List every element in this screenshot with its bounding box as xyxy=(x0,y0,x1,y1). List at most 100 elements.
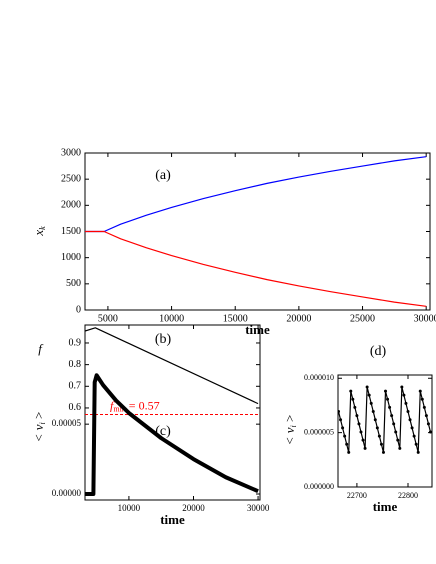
data-line xyxy=(85,327,259,405)
x-tick-label: 5000 xyxy=(98,313,118,324)
data-point xyxy=(349,389,353,393)
data-point xyxy=(426,422,430,426)
data-point xyxy=(390,414,394,418)
y-tick-label: 2000 xyxy=(61,200,81,211)
y-axis-label-sub: k xyxy=(38,226,47,230)
data-point xyxy=(343,434,347,438)
x-tick-label: 22800 xyxy=(398,491,418,500)
data-point xyxy=(381,450,385,454)
threshold-label-sub: min xyxy=(113,404,125,413)
y-tick-label: 2500 xyxy=(61,173,81,184)
data-point xyxy=(379,442,383,446)
x-tick-label: 30000 xyxy=(414,313,436,324)
data-point xyxy=(394,430,398,434)
y-axis-label-sub: i xyxy=(289,425,298,427)
data-point xyxy=(365,385,369,389)
data-point xyxy=(357,422,361,426)
data-point xyxy=(428,430,432,434)
data-point xyxy=(422,405,426,409)
data-point xyxy=(345,442,349,446)
y-tick-label: 1000 xyxy=(61,252,81,263)
plot-frame xyxy=(84,324,261,501)
y-axis-label: < vi > xyxy=(282,415,298,446)
data-point xyxy=(371,410,375,414)
data-point xyxy=(388,405,392,409)
data-point xyxy=(339,418,343,422)
data-point xyxy=(384,389,388,393)
data-point xyxy=(347,450,351,454)
x-tick-label: 22700 xyxy=(347,491,367,500)
data-point xyxy=(361,438,365,442)
x-tick-label: 10000 xyxy=(118,503,141,513)
y-tick-label: 0.7 xyxy=(69,381,82,392)
data-point xyxy=(386,397,390,401)
y-axis-label-main: x xyxy=(31,230,46,237)
data-point xyxy=(353,405,357,409)
y-tick-label: 0.6 xyxy=(69,402,82,413)
x-axis-label: time xyxy=(160,512,185,527)
y-axis-label: < vi > xyxy=(31,412,47,443)
y-tick-label: 0.8 xyxy=(69,359,82,370)
y-axis-label-main: f xyxy=(38,341,44,356)
threshold-label: fmin = 0.57 xyxy=(110,398,160,413)
data-point xyxy=(392,422,396,426)
data-point xyxy=(373,418,377,422)
panel-label: (c) xyxy=(155,424,171,439)
data-point xyxy=(418,389,422,393)
data-point xyxy=(412,434,416,438)
data-point xyxy=(410,426,414,430)
data-point xyxy=(402,393,406,397)
x-axis-label: time xyxy=(245,322,270,337)
data-point xyxy=(359,430,363,434)
data-point xyxy=(341,426,345,430)
x-tick-label: 10000 xyxy=(159,313,184,324)
plot-frame xyxy=(337,374,433,488)
y-tick-label: 0.00000 xyxy=(52,488,82,498)
y-axis-label: xk xyxy=(31,226,47,237)
threshold-label-main: f xyxy=(110,398,115,412)
data-point xyxy=(424,414,428,418)
y-tick-label: 0.00005 xyxy=(52,418,82,428)
y-axis-label: f xyxy=(38,341,44,356)
data-point xyxy=(416,450,420,454)
data-point xyxy=(420,397,424,401)
x-tick-label: 20000 xyxy=(286,313,311,324)
data-point xyxy=(375,426,379,430)
data-line xyxy=(338,386,432,454)
x-tick-label: 20000 xyxy=(182,503,205,513)
data-point xyxy=(367,393,371,397)
panel-label: (d) xyxy=(370,344,387,359)
x-axis-label: time xyxy=(373,499,398,514)
data-point xyxy=(351,397,355,401)
y-axis-label-rest: > xyxy=(282,415,297,426)
y-tick-label: 1500 xyxy=(61,226,81,237)
data-point xyxy=(406,410,410,414)
y-tick-label: 0.000000 xyxy=(304,482,334,491)
y-tick-label: 0.000005 xyxy=(304,427,334,436)
y-axis-label-sub: i xyxy=(38,422,47,424)
data-point xyxy=(355,414,359,418)
y-tick-label: 0.9 xyxy=(69,337,82,348)
data-point xyxy=(414,442,418,446)
data-point xyxy=(338,410,341,414)
data-line xyxy=(85,156,427,233)
data-point xyxy=(377,434,381,438)
y-axis-label-rest: > xyxy=(31,412,46,423)
y-tick-label: 3000 xyxy=(61,147,81,158)
y-tick-label: 0 xyxy=(76,304,81,315)
y-axis-label-main: < v xyxy=(31,424,46,442)
data-line xyxy=(85,230,427,307)
x-tick-label: 30000 xyxy=(247,503,270,513)
data-point xyxy=(408,418,412,422)
threshold-label-rest: = 0.57 xyxy=(126,398,160,412)
data-point xyxy=(369,401,373,405)
data-point xyxy=(400,385,404,389)
y-tick-label: 500 xyxy=(66,278,81,289)
y-axis-label-main: < v xyxy=(282,427,297,445)
x-tick-label: 25000 xyxy=(350,313,375,324)
y-tick-label: 0.000010 xyxy=(304,373,334,382)
data-point xyxy=(404,401,408,405)
plot-frame xyxy=(84,152,431,311)
data-point xyxy=(396,438,400,442)
